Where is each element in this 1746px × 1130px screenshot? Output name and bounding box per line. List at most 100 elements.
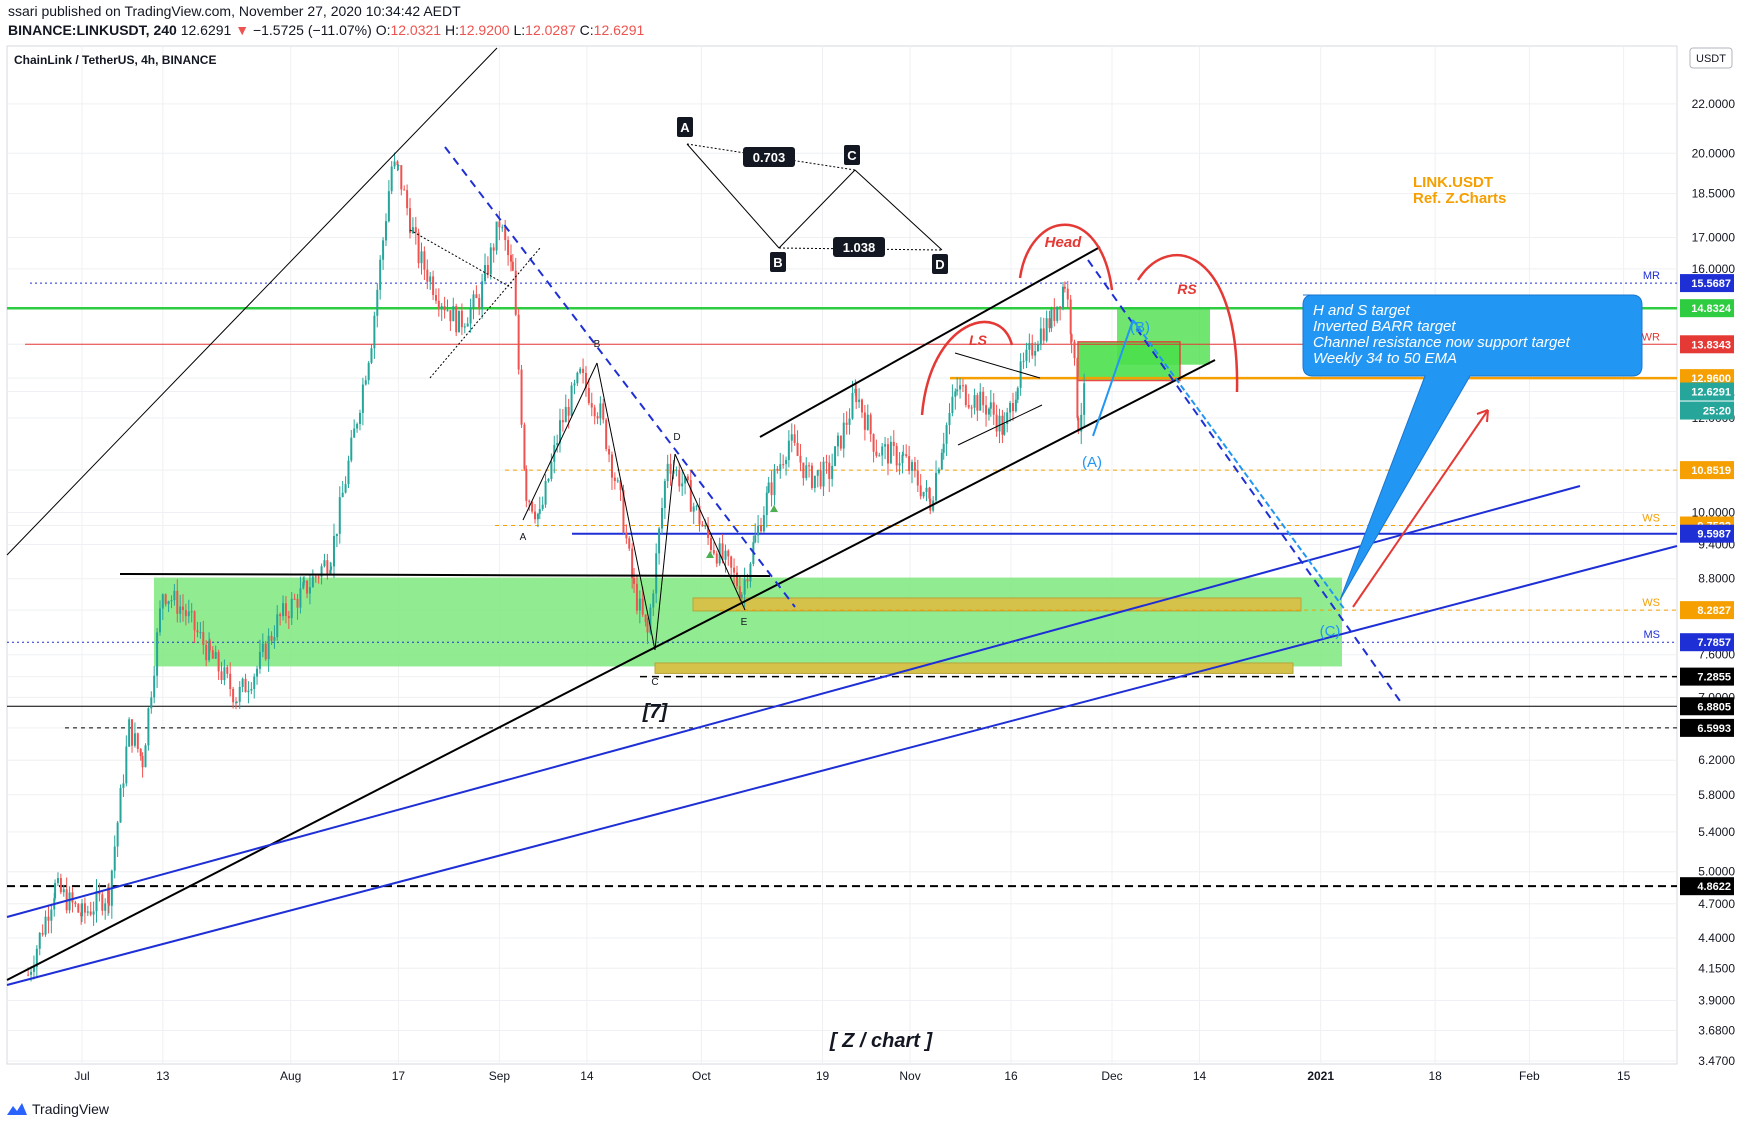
level-label: MR xyxy=(1643,270,1660,282)
candle-body xyxy=(715,553,718,564)
harmonic-bc xyxy=(778,169,856,249)
candle-body xyxy=(264,643,267,660)
candle-body xyxy=(122,783,125,788)
candle-body xyxy=(805,465,808,479)
candle-body xyxy=(525,468,528,501)
candle-body xyxy=(463,326,466,328)
candle-body xyxy=(320,566,323,577)
candle-body xyxy=(397,165,400,167)
candle-body xyxy=(762,515,765,532)
candle-body xyxy=(1045,318,1048,341)
change-value: −1.5725 (−11.07%) xyxy=(252,22,372,38)
tradingview-logo-icon xyxy=(7,1103,27,1115)
candle-body xyxy=(989,402,992,409)
price-tag-label: 9.5987 xyxy=(1697,529,1731,541)
candle-body xyxy=(486,264,489,275)
candle-body xyxy=(579,368,582,373)
candle-body xyxy=(1009,403,1012,413)
candle-body xyxy=(460,310,463,328)
candle-body xyxy=(1022,360,1025,362)
candle-body xyxy=(776,468,779,471)
candle-body xyxy=(1034,351,1037,356)
candle-body xyxy=(384,221,387,241)
candle-body xyxy=(131,719,134,746)
candle-body xyxy=(495,221,498,251)
candle-body xyxy=(721,543,724,560)
candle-body xyxy=(478,298,481,309)
candle-body xyxy=(113,846,116,871)
yellow-zone-lower xyxy=(654,662,1294,674)
candle-body xyxy=(498,221,501,228)
candle-body xyxy=(669,463,672,474)
candle-body xyxy=(785,459,788,465)
candle-body xyxy=(754,535,757,543)
pennant-upper xyxy=(954,352,1041,379)
candle-body xyxy=(1059,306,1062,308)
candle-body xyxy=(423,251,426,270)
x-tick-label: 15 xyxy=(1617,1069,1631,1083)
candle-body xyxy=(501,227,504,229)
left-shoulder-arc xyxy=(920,320,1014,416)
abcde-de xyxy=(674,453,746,611)
harmonic-label-a: A xyxy=(680,120,690,135)
candle-body xyxy=(534,511,537,520)
candle-body xyxy=(845,422,848,425)
ratio-ac: 0.703 xyxy=(753,150,786,165)
candle-body xyxy=(429,276,432,282)
candle-body xyxy=(141,756,144,768)
candle-body xyxy=(531,501,534,512)
candle-body xyxy=(150,697,153,709)
candle-body xyxy=(514,270,517,315)
candle-body xyxy=(190,611,193,613)
candle-body xyxy=(976,395,979,411)
candle-body xyxy=(746,579,749,582)
candle-body xyxy=(1031,342,1034,356)
candle-body xyxy=(1070,334,1073,342)
candle-body xyxy=(95,891,98,912)
x-tick-label: 2021 xyxy=(1307,1069,1334,1083)
candle-body xyxy=(220,671,223,681)
candle-body xyxy=(547,478,550,482)
candle-body xyxy=(749,563,752,582)
candle-body xyxy=(970,407,973,409)
high-label: H: xyxy=(444,22,459,38)
candle-body xyxy=(1003,424,1006,435)
candle-body xyxy=(208,640,211,661)
candle-body xyxy=(483,264,486,282)
candle-body xyxy=(898,463,901,466)
candle-body xyxy=(158,608,161,633)
candle-body xyxy=(446,310,449,312)
candle-body xyxy=(889,441,892,464)
candle-body xyxy=(610,454,613,478)
candle-body xyxy=(276,614,279,638)
candle-body xyxy=(663,481,666,508)
candle-body xyxy=(701,524,704,527)
candle-body xyxy=(940,452,943,470)
candle-body xyxy=(1073,341,1076,359)
candle-body xyxy=(558,420,561,444)
candle-body xyxy=(979,391,982,411)
candle-body xyxy=(738,586,741,598)
ratio-bd: 1.038 xyxy=(843,240,876,255)
candle-body xyxy=(573,383,576,386)
candle-body xyxy=(417,232,420,264)
candle-body xyxy=(848,418,851,425)
candle-body xyxy=(819,470,822,487)
candle-body xyxy=(523,424,526,469)
y-tick-label: 20.0000 xyxy=(1692,146,1736,160)
candle-body xyxy=(202,632,205,645)
level-label: WS xyxy=(1642,512,1660,524)
callout-box xyxy=(1302,294,1643,601)
candle-body xyxy=(367,362,370,381)
harmonic-label-d: D xyxy=(935,257,944,272)
candle-body xyxy=(338,497,341,534)
publish-line: ssari published on TradingView.com, Nove… xyxy=(8,3,461,19)
harmonic-label-a-box xyxy=(677,117,693,137)
candle-body xyxy=(119,787,122,823)
candle-body xyxy=(261,643,264,652)
x-tick-label: Feb xyxy=(1519,1069,1540,1083)
candle-body xyxy=(296,598,299,608)
candle-body xyxy=(466,323,469,327)
hs-label-ls: LS xyxy=(969,332,988,348)
